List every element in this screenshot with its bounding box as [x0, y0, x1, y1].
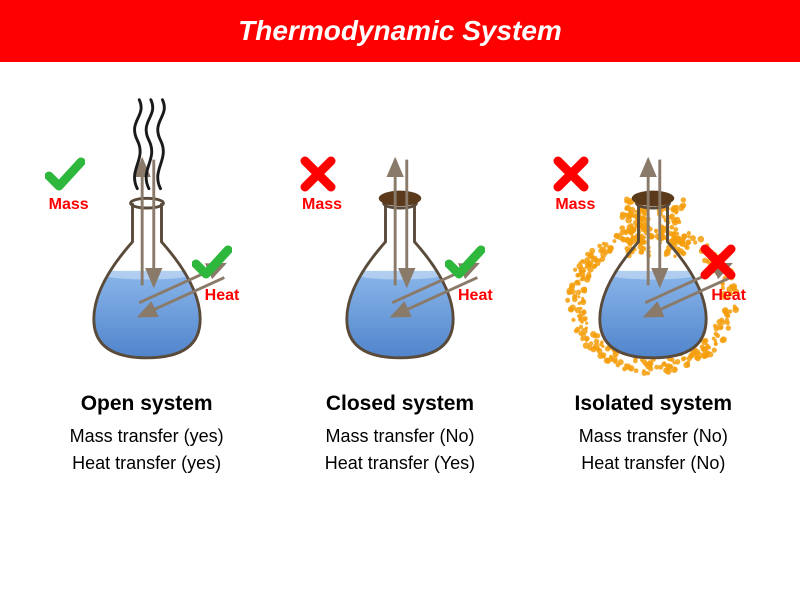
heat-label: Heat: [711, 287, 746, 305]
mass-transfer-line: Mass transfer (yes): [70, 426, 224, 447]
flask-diagram-closed: Mass Heat: [280, 92, 520, 382]
title-bar: Thermodynamic System: [0, 0, 800, 62]
mass-label: Mass: [49, 196, 89, 214]
heat-transfer-line: Heat transfer (No): [575, 453, 733, 474]
mass-transfer-line: Mass transfer (No): [575, 426, 733, 447]
check-icon: [445, 242, 485, 282]
heat-transfer-line: Heat transfer (yes): [70, 453, 224, 474]
system-title: Open system: [70, 392, 224, 416]
mass-transfer-line: Mass transfer (No): [325, 426, 475, 447]
panel-isolated: Mass Heat Isolated system Mass transfer …: [533, 92, 773, 480]
system-title: Isolated system: [575, 392, 733, 416]
system-title: Closed system: [325, 392, 475, 416]
flask-diagram-isolated: Mass Heat: [533, 92, 773, 382]
cross-icon: [698, 242, 738, 282]
cross-icon: [298, 154, 338, 194]
check-icon: [192, 242, 232, 282]
cross-icon: [551, 154, 591, 194]
heat-label: Heat: [458, 287, 493, 305]
flask-diagram-open: Mass Heat: [27, 92, 267, 382]
caption-closed: Closed system Mass transfer (No) Heat tr…: [325, 392, 475, 480]
caption-open: Open system Mass transfer (yes) Heat tra…: [70, 392, 224, 480]
panels-row: Mass Heat Open system Mass transfer (yes…: [0, 62, 800, 490]
heat-transfer-line: Heat transfer (Yes): [325, 453, 475, 474]
heat-label: Heat: [205, 287, 240, 305]
panel-closed: Mass Heat Closed system Mass transfer (N…: [280, 92, 520, 480]
mass-label: Mass: [302, 196, 342, 214]
mass-label: Mass: [555, 196, 595, 214]
caption-isolated: Isolated system Mass transfer (No) Heat …: [575, 392, 733, 480]
page-title: Thermodynamic System: [238, 15, 562, 46]
check-icon: [45, 154, 85, 194]
panel-open: Mass Heat Open system Mass transfer (yes…: [27, 92, 267, 480]
